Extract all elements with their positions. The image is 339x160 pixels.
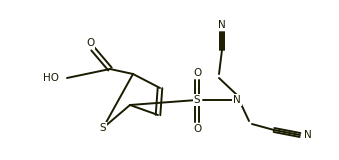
Text: O: O: [86, 38, 94, 48]
Text: HO: HO: [43, 73, 59, 83]
Text: N: N: [304, 130, 312, 140]
Text: N: N: [218, 20, 226, 30]
Text: O: O: [193, 124, 201, 134]
Text: O: O: [193, 68, 201, 78]
Text: S: S: [100, 123, 106, 133]
Text: S: S: [194, 95, 200, 105]
Text: N: N: [233, 95, 241, 105]
